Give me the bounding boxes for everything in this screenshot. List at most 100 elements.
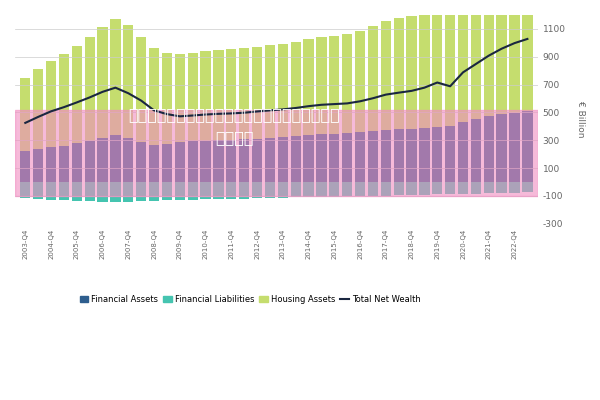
- Bar: [509, 182, 520, 193]
- Bar: [406, 182, 416, 195]
- Bar: [394, 18, 404, 130]
- Bar: [458, 0, 468, 122]
- Bar: [342, 182, 352, 196]
- Bar: [149, 182, 159, 201]
- Bar: [200, 182, 211, 200]
- Bar: [97, 138, 107, 182]
- Bar: [522, 0, 533, 111]
- Bar: [213, 50, 224, 140]
- Bar: [522, 111, 533, 182]
- Bar: [445, 126, 455, 182]
- Bar: [46, 182, 56, 200]
- Bar: [290, 182, 301, 198]
- Bar: [355, 182, 365, 196]
- Bar: [175, 142, 185, 182]
- Bar: [239, 182, 250, 199]
- Bar: [110, 19, 121, 136]
- Bar: [419, 128, 430, 182]
- Bar: [471, 119, 481, 182]
- Bar: [496, 114, 507, 182]
- Bar: [484, 0, 494, 116]
- Bar: [85, 141, 95, 182]
- Bar: [239, 139, 250, 182]
- Bar: [342, 34, 352, 133]
- Bar: [329, 36, 340, 134]
- Bar: [226, 182, 236, 199]
- Bar: [33, 69, 43, 149]
- Bar: [368, 131, 378, 182]
- Bar: [304, 39, 314, 135]
- Bar: [110, 136, 121, 182]
- Bar: [406, 129, 416, 182]
- Bar: [380, 20, 391, 130]
- Bar: [123, 138, 133, 182]
- Bar: [432, 182, 442, 194]
- Bar: [226, 49, 236, 140]
- Bar: [394, 130, 404, 182]
- Bar: [458, 122, 468, 182]
- Bar: [278, 182, 288, 198]
- Bar: [290, 42, 301, 136]
- Bar: [59, 54, 69, 146]
- Bar: [252, 47, 262, 139]
- Bar: [213, 140, 224, 182]
- Bar: [175, 182, 185, 200]
- Bar: [522, 182, 533, 192]
- Bar: [342, 133, 352, 182]
- Bar: [59, 146, 69, 182]
- Bar: [200, 140, 211, 182]
- Bar: [213, 182, 224, 199]
- Bar: [252, 139, 262, 182]
- Y-axis label: € Billion: € Billion: [576, 101, 585, 138]
- Bar: [188, 52, 198, 141]
- Bar: [175, 54, 185, 142]
- Bar: [162, 144, 172, 182]
- Bar: [110, 182, 121, 202]
- Bar: [484, 182, 494, 193]
- Bar: [71, 182, 82, 201]
- Text: 同威投资董事长、基金经理李驰谈评判价值投资股: 同威投资董事长、基金经理李驰谈评判价值投资股: [128, 107, 340, 122]
- Bar: [20, 78, 31, 152]
- Bar: [136, 182, 146, 201]
- Bar: [85, 37, 95, 141]
- Bar: [162, 53, 172, 144]
- Bar: [265, 182, 275, 198]
- Bar: [278, 44, 288, 137]
- Bar: [200, 51, 211, 140]
- Bar: [471, 0, 481, 119]
- Bar: [252, 182, 262, 198]
- Bar: [136, 142, 146, 182]
- Bar: [380, 182, 391, 196]
- Bar: [85, 182, 95, 201]
- Bar: [188, 141, 198, 182]
- Bar: [458, 182, 468, 194]
- Bar: [149, 145, 159, 182]
- Bar: [15, 110, 538, 196]
- Bar: [380, 130, 391, 182]
- Bar: [329, 134, 340, 182]
- Bar: [59, 182, 69, 200]
- Bar: [46, 147, 56, 182]
- Bar: [123, 25, 133, 138]
- Bar: [304, 135, 314, 182]
- Bar: [445, 182, 455, 194]
- Bar: [496, 0, 507, 114]
- Bar: [239, 48, 250, 139]
- Legend: Financial Assets, Financial Liabilities, Housing Assets, Total Net Wealth: Financial Assets, Financial Liabilities,…: [76, 292, 424, 307]
- Bar: [188, 182, 198, 200]
- Bar: [406, 16, 416, 129]
- Bar: [419, 13, 430, 128]
- Bar: [290, 136, 301, 182]
- Bar: [316, 37, 326, 134]
- Bar: [278, 137, 288, 182]
- Bar: [368, 182, 378, 196]
- Bar: [496, 182, 507, 193]
- Bar: [355, 132, 365, 182]
- Bar: [265, 46, 275, 138]
- Bar: [419, 182, 430, 195]
- Bar: [265, 138, 275, 182]
- Bar: [432, 6, 442, 127]
- Bar: [46, 61, 56, 147]
- Bar: [97, 182, 107, 202]
- Bar: [71, 46, 82, 143]
